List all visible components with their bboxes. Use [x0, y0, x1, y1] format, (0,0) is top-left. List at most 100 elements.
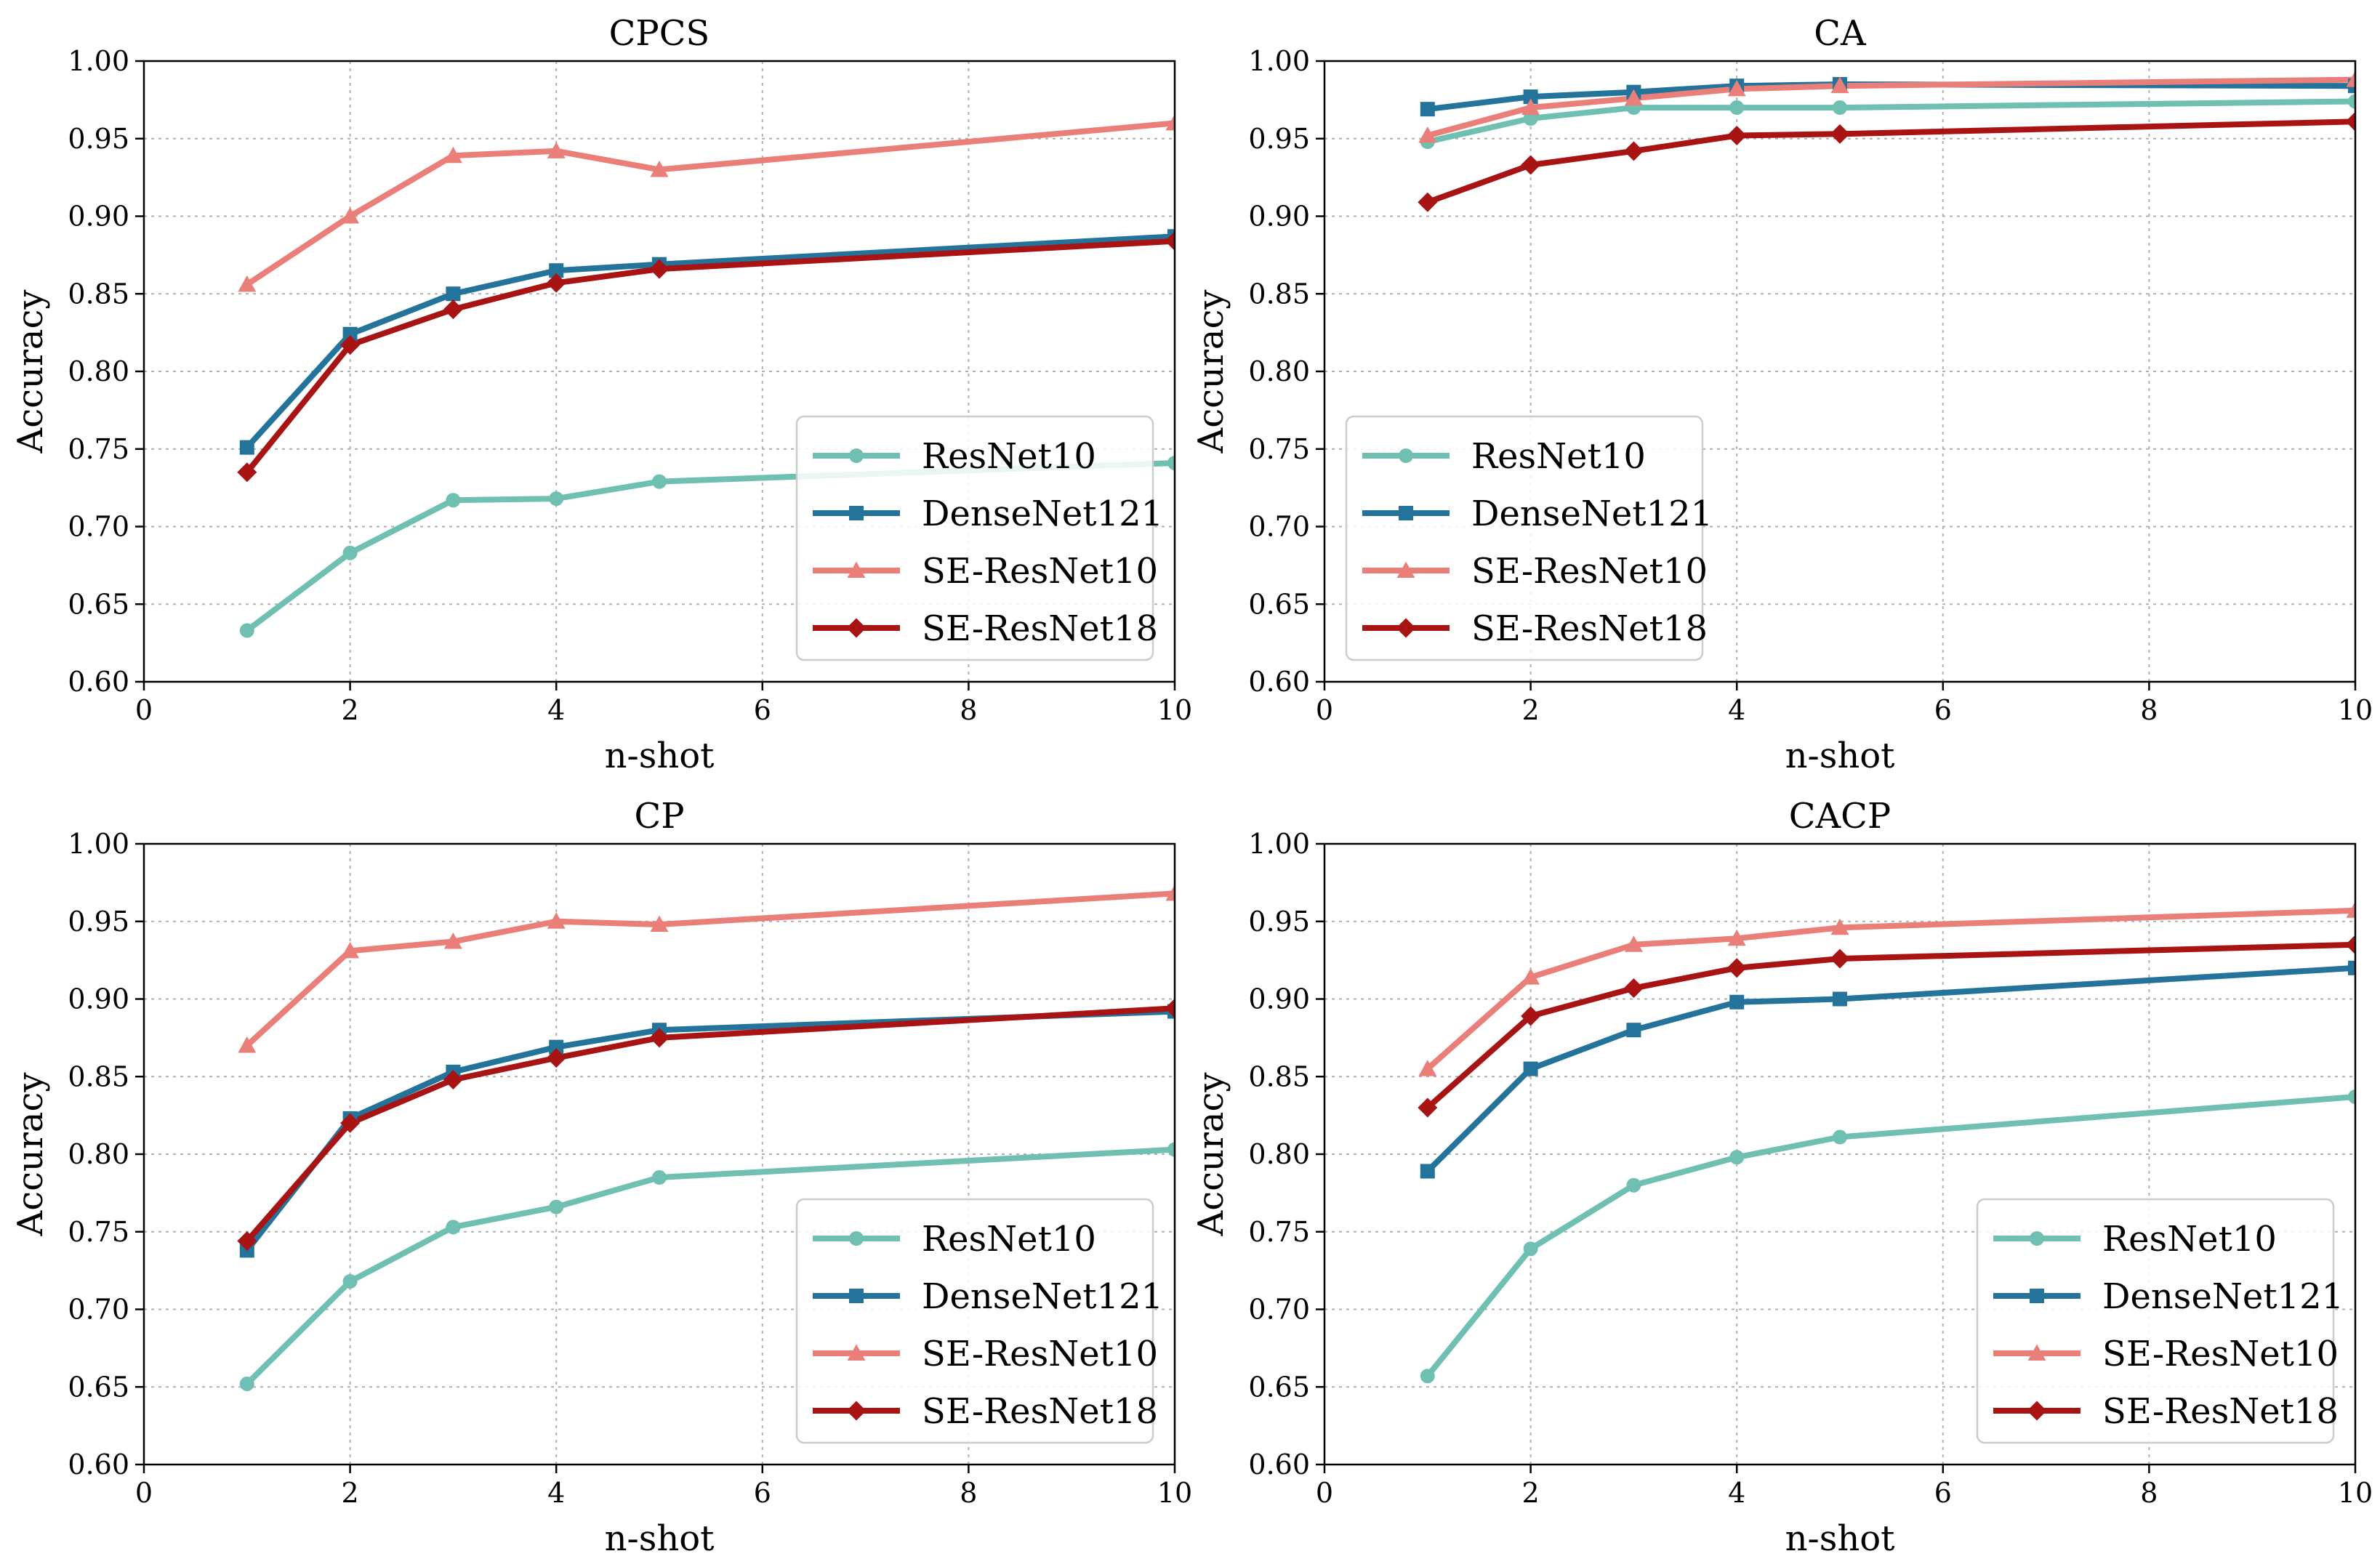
chart-1-se-resnet10-marker-5	[2346, 71, 2355, 87]
chart-3-se-resnet18-marker-1	[1521, 1006, 1541, 1026]
chart-0-xtick-label-0: 0	[135, 694, 153, 726]
chart-1-se-resnet10-line	[1424, 76, 2355, 139]
chart-0-se-resnet10-marker-2	[443, 146, 462, 164]
chart-2-resnet10-marker-3	[549, 1199, 564, 1214]
chart-2-se-resnet10-marker-2	[443, 932, 462, 949]
chart-3-densenet121-line	[1424, 964, 2355, 1175]
chart-2-resnet10-marker-0	[239, 1376, 254, 1391]
chart-1-xtick-label-3: 6	[1934, 694, 1952, 726]
chart-2-xtick-label-3: 6	[754, 1477, 771, 1509]
chart-0-resnet10-marker-3	[549, 491, 564, 507]
chart-3-densenet121-marker-1	[1523, 1061, 1538, 1076]
chart-2-legend-se-resnet10-label: SE-ResNet10	[922, 1334, 1158, 1374]
chart-1-ytick-label-1: 0.65	[1248, 588, 1310, 620]
chart-2-se-resnet18-marker-0	[237, 1231, 257, 1252]
chart-3-se-resnet18-marker-5	[2345, 935, 2355, 955]
chart-0-xlabel: n-shot	[605, 736, 715, 776]
chart-2-se-resnet18-marker-1	[340, 1113, 361, 1133]
chart-2-ytick-label-0: 0.60	[68, 1449, 129, 1481]
chart-1-densenet121-marker-1	[1523, 89, 1538, 105]
chart-3-se-resnet18-marker-4	[1830, 948, 1850, 969]
chart-1-legend-resnet10-label: ResNet10	[1471, 436, 1646, 477]
chart-3-se-resnet10-line	[1424, 907, 2355, 1072]
chart-0-se-resnet18-line	[244, 238, 1175, 475]
chart-3-ytick-label-3: 0.75	[1248, 1216, 1310, 1248]
chart-2-cp: 0.60 0.65 0.70 0.75 0.80 0.85 0.90 0.95 1.00 0 2 4 6…	[10, 796, 1192, 1559]
chart-2-xtick-label-2: 4	[547, 1477, 565, 1509]
chart-0-legend: ResNet10 DenseNet121 SE-ResNet10 SE-ResNet1…	[795, 415, 1163, 661]
chart-0-resnet10-line	[244, 460, 1175, 634]
chart-2-legend: ResNet10 DenseNet121 SE-ResNet10 SE-ResNet1…	[795, 1198, 1163, 1444]
chart-1-resnet10-marker-3	[1729, 100, 1745, 116]
chart-2-xlabel: n-shot	[605, 1518, 715, 1559]
chart-0-ytick-label-7: 0.95	[68, 123, 129, 155]
chart-2-plot-frame	[142, 842, 1176, 1466]
chart-3-legend-densenet121-label: DenseNet121	[2102, 1276, 2344, 1317]
chart-1-se-resnet18-marker-2	[1623, 141, 1644, 161]
chart-3-se-resnet10-marker-0	[1418, 1060, 1437, 1076]
chart-0-ytick-label-3: 0.75	[68, 433, 129, 465]
chart-0-se-resnet10-marker-0	[238, 275, 257, 292]
chart-0-se-resnet18-marker-5	[1165, 231, 1175, 251]
chart-2-se-resnet18-marker-2	[443, 1070, 463, 1090]
chart-1-legend-box	[1345, 415, 1704, 661]
chart-2-resnet10-marker-4	[652, 1170, 667, 1185]
chart-1-se-resnet10-marker-0	[1418, 126, 1437, 143]
chart-3-ytick-label-2: 0.70	[1248, 1294, 1310, 1326]
chart-3-ylabel: Accuracy	[1191, 1073, 1231, 1237]
chart-0-legend-densenet121-label: DenseNet121	[922, 494, 1163, 534]
chart-2-densenet121-marker-3	[549, 1039, 564, 1055]
chart-1-plot-frame	[1323, 60, 2357, 683]
chart-1-resnet10-legend-marker-0	[1399, 448, 1413, 463]
chart-2-se-resnet18-marker-4	[649, 1028, 670, 1048]
chart-3-se-resnet10-marker-2	[1624, 935, 1643, 952]
chart-3-legend-resnet10-label: ResNet10	[2102, 1219, 2277, 1260]
chart-1-se-resnet18-legend-marker-3	[1396, 618, 1416, 638]
chart-3-legend-se-resnet10-label: SE-ResNet10	[2102, 1334, 2339, 1374]
chart-3-se-resnet10-marker-5	[2346, 901, 2355, 918]
chart-3-densenet121-legend-marker-1	[2030, 1289, 2044, 1303]
chart-2-ytick-label-5: 0.85	[68, 1060, 129, 1092]
chart-0-se-resnet18-marker-2	[443, 299, 463, 320]
chart-1-ytick-label-8: 1.00	[1248, 45, 1310, 77]
chart-1-ytick-label-6: 0.90	[1248, 201, 1310, 233]
chart-3-xtick-label-2: 4	[1728, 1477, 1745, 1509]
chart-0-densenet121-marker-1	[342, 326, 358, 342]
chart-0-legend-box	[795, 415, 1154, 661]
chart-2-xtick-label-5: 10	[1157, 1477, 1192, 1509]
chart-2-resnet10-marker-1	[342, 1274, 358, 1289]
chart-2-legend-resnet10-label: ResNet10	[922, 1219, 1096, 1260]
chart-1-se-resnet18-marker-5	[2345, 111, 2355, 132]
chart-3-legend: ResNet10 DenseNet121 SE-ResNet10 SE-ResNet1…	[1976, 1198, 2344, 1444]
chart-1-se-resnet18-marker-1	[1521, 155, 1541, 175]
chart-0-se-resnet18-legend-marker-3	[846, 618, 867, 638]
chart-2-resnet10-legend-marker-0	[849, 1231, 864, 1246]
chart-3-resnet10-marker-3	[1729, 1150, 1745, 1165]
chart-0-ytick-label-1: 0.65	[68, 588, 129, 620]
chart-2-se-resnet10-marker-4	[650, 915, 669, 932]
chart-2-ytick-label-7: 0.95	[68, 906, 129, 938]
chart-1-se-resnet10-marker-4	[1830, 76, 1849, 94]
chart-3-plot-frame	[1323, 842, 2357, 1466]
chart-2-legend-densenet121-label: DenseNet121	[922, 1276, 1163, 1317]
chart-3-resnet10-marker-0	[1420, 1369, 1435, 1384]
chart-2-se-resnet10-line	[244, 890, 1175, 1049]
chart-3-xtick-label-3: 6	[1934, 1477, 1952, 1509]
chart-3-densenet121-marker-5	[2348, 960, 2355, 975]
chart-0-resnet10-marker-1	[342, 545, 358, 560]
chart-0-resnet10-marker-0	[239, 623, 254, 638]
chart-0-xtick-label-4: 8	[960, 694, 977, 726]
chart-1-legend: ResNet10 DenseNet121 SE-ResNet10 SE-ResNet1…	[1345, 415, 1713, 661]
chart-1-ylabel: Accuracy	[1191, 290, 1231, 454]
chart-2-resnet10-marker-5	[1167, 1142, 1175, 1157]
chart-1-se-resnet18-marker-0	[1418, 192, 1438, 212]
chart-3-resnet10-line	[1424, 1094, 2355, 1379]
chart-3-resnet10-marker-2	[1626, 1177, 1641, 1193]
chart-2-legend-se-resnet18-label: SE-ResNet18	[922, 1391, 1158, 1432]
chart-3-cacp: 0.60 0.65 0.70 0.75 0.80 0.85 0.90 0.95 1.00 0 2 4 6…	[1191, 796, 2373, 1559]
chart-2-densenet121-legend-marker-1	[849, 1289, 864, 1303]
chart-0-se-resnet18-marker-3	[546, 273, 566, 293]
chart-3-ytick-label-5: 0.85	[1248, 1060, 1310, 1092]
chart-3-resnet10-marker-5	[2348, 1089, 2355, 1105]
